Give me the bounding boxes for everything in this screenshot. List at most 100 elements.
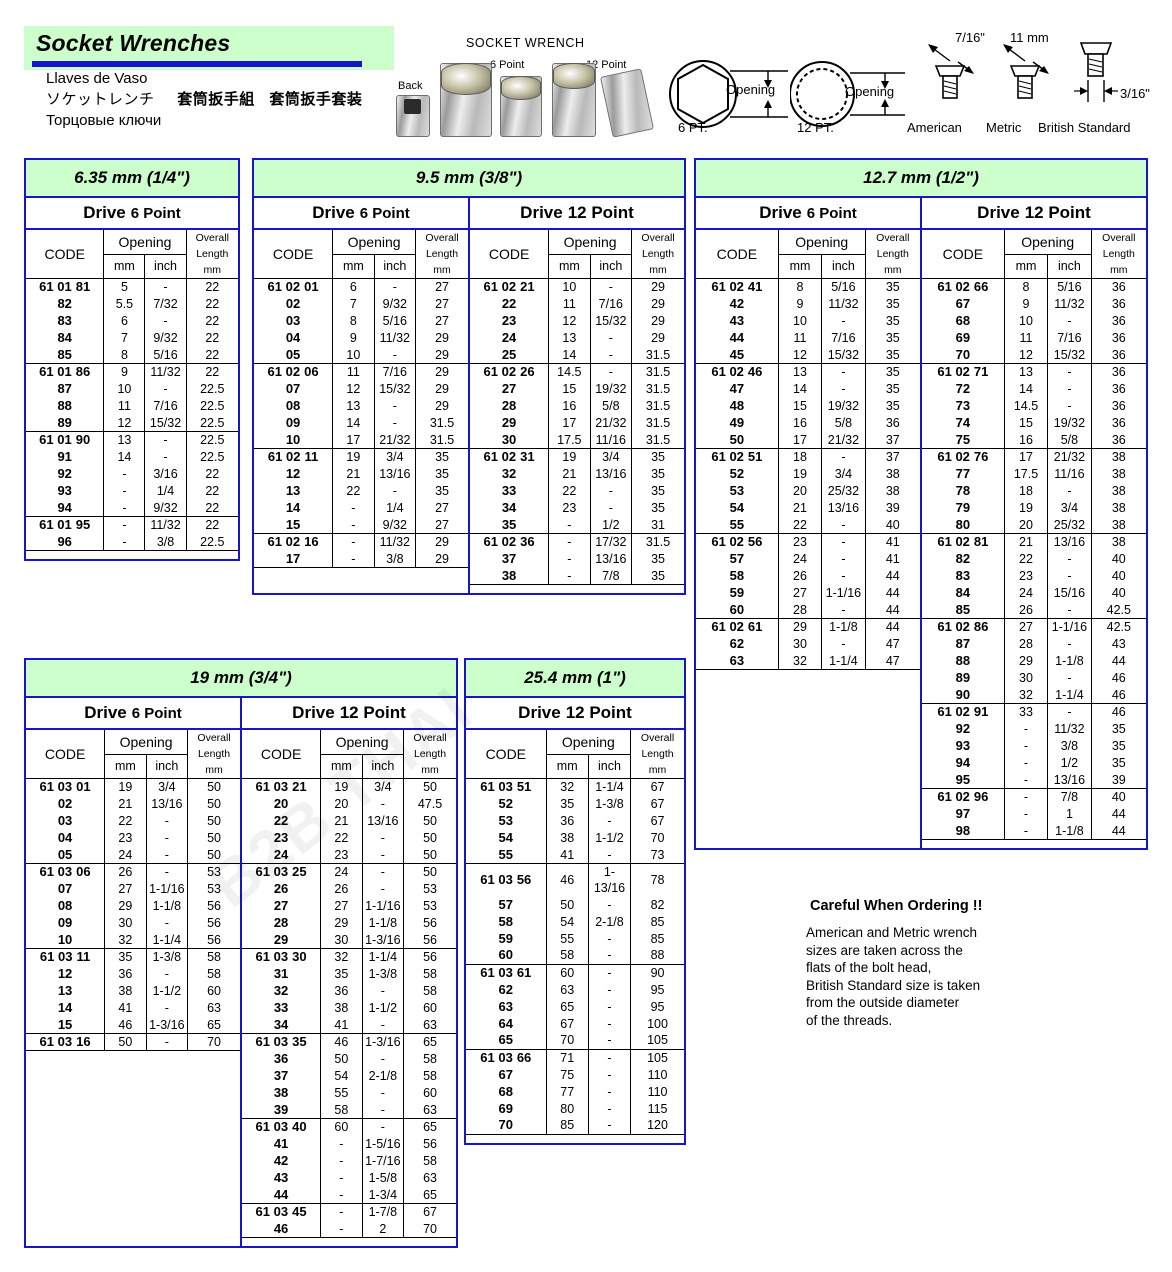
code-prefix: 61 02 xyxy=(267,449,301,465)
table-row: 69 11 7/16 36 xyxy=(922,329,1146,347)
ordering-note: Careful When Ordering !! American and Me… xyxy=(806,898,1136,1029)
code-suffix: 24 xyxy=(501,330,517,345)
cell-opening-mm: 29 xyxy=(104,897,147,915)
drive-column-12-point: Drive 12 Point CODE Opening Overall Length mm m… xyxy=(240,698,456,1246)
table-row: 61 03 01 19 3/4 50 xyxy=(26,778,240,796)
cell-opening-mm: 27 xyxy=(1003,618,1049,636)
cell-opening-inch: 5/16 xyxy=(1047,278,1092,296)
cell-opening-mm: 29 xyxy=(777,618,823,636)
cell-code: 57 xyxy=(696,550,779,568)
subtitle-spanish: Llaves de Vaso xyxy=(46,70,148,87)
cell-opening-mm: 30 xyxy=(1003,669,1049,687)
cell-overall-length: 22.5 xyxy=(185,431,238,449)
cell-opening-mm: 12 xyxy=(548,312,591,330)
cell-opening-inch: 19/32 xyxy=(1047,414,1092,432)
cell-opening-mm: - xyxy=(103,499,146,517)
cell-overall-length: 35 xyxy=(864,363,920,381)
cell-code: 61 02 86 xyxy=(922,618,1005,636)
british-size-label: 3/16" xyxy=(1120,86,1150,101)
cell-opening-inch: 5/8 xyxy=(1047,431,1092,449)
drive-heading: Drive 6 Point xyxy=(26,698,240,730)
cell-code: 10 xyxy=(26,931,106,949)
col-header-opening: Opening xyxy=(545,730,632,755)
cell-opening-mm: - xyxy=(332,516,375,534)
cell-code: 74 xyxy=(922,414,1005,432)
panel-title: 25.4 mm (1") xyxy=(466,660,684,698)
code-suffix: 80 xyxy=(955,516,971,532)
cell-opening-inch: 1-1/16 xyxy=(1047,618,1092,636)
col-header-mm: mm xyxy=(332,254,375,280)
cell-code: 08 xyxy=(26,897,106,915)
code-suffix: 11 xyxy=(304,449,319,465)
cell-overall-length: 46 xyxy=(1090,703,1146,721)
table-row: 87 28-43 xyxy=(922,635,1146,653)
code-suffix: 56 xyxy=(747,534,763,550)
cell-opening-mm: 9 xyxy=(103,363,146,381)
cell-opening-mm: 23 xyxy=(104,829,147,847)
table-row: 49 16 5/8 36 xyxy=(696,414,920,432)
cell-overall-length: 36 xyxy=(1090,397,1146,415)
code-suffix: 64 xyxy=(498,1015,514,1031)
socket-opening-6pt-small xyxy=(501,76,541,100)
table-row: 94 -1/2 35 xyxy=(922,754,1146,772)
cell-opening-inch: 1-3/16 xyxy=(361,931,405,949)
table-row: 61 02 46 13-35 xyxy=(696,363,920,381)
cell-overall-length: 31.5 xyxy=(631,346,684,364)
col-header-overall-length: Overall Length mm xyxy=(403,730,456,779)
ordering-note-title: Careful When Ordering !! xyxy=(810,898,983,914)
cell-overall-length: 35 xyxy=(631,465,684,483)
cell-code: 03 xyxy=(254,312,334,330)
cell-code: 92 xyxy=(922,720,1005,738)
cell-code: 34 xyxy=(242,1016,322,1034)
table-row: 62 63-95 xyxy=(466,981,684,998)
code-suffix: 53 xyxy=(498,813,514,828)
code-suffix: 98 xyxy=(955,822,971,838)
code-suffix: 87 xyxy=(57,381,72,396)
cell-opening-inch: - xyxy=(145,999,189,1017)
cell-overall-length: 35 xyxy=(631,482,684,500)
code-suffix: 45 xyxy=(292,1204,307,1220)
code-suffix: 36 xyxy=(520,534,535,550)
cell-opening-mm: 24 xyxy=(777,550,823,568)
cell-opening-mm: 21 xyxy=(320,812,363,830)
square-drive-hole xyxy=(404,99,421,114)
cell-code: 17 xyxy=(254,550,334,568)
cell-overall-length: 27 xyxy=(415,499,468,517)
cell-overall-length: 36 xyxy=(1090,363,1146,381)
cell-code: 27 xyxy=(470,380,550,398)
code-suffix: 37 xyxy=(273,1068,289,1083)
col-header-code: CODE xyxy=(254,230,334,279)
code-suffix: 90 xyxy=(75,432,91,448)
table-row: 61 02 81 21 13/16 38 xyxy=(922,533,1146,551)
table-row: 61 02 11 19 3/4 35 xyxy=(254,448,468,466)
table-row: 65 70-105 xyxy=(466,1032,684,1049)
code-suffix: 71 xyxy=(973,364,989,380)
code-suffix: 10 xyxy=(285,431,301,447)
cell-code: 75 xyxy=(922,431,1005,449)
cell-opening-mm: 80 xyxy=(545,1100,589,1117)
cell-code: 55 xyxy=(466,846,547,864)
cell-code: 87 xyxy=(922,635,1005,653)
cell-opening-inch: 13/16 xyxy=(145,795,189,813)
cell-overall-length: 31.5 xyxy=(631,397,684,415)
code-suffix: 73 xyxy=(955,398,971,413)
cell-code: 42 xyxy=(696,295,779,313)
code-prefix: 61 03 xyxy=(39,864,73,880)
code-prefix: 61 01 xyxy=(39,364,72,380)
cell-opening-inch: 1-1/8 xyxy=(145,897,189,915)
drive-point-count: 12 Point xyxy=(339,703,406,722)
cell-opening-mm: 71 xyxy=(545,1048,589,1066)
cell-opening-mm: - xyxy=(1003,805,1049,823)
code-suffix: 92 xyxy=(57,466,72,481)
cell-opening-mm: 33 xyxy=(1003,703,1049,721)
cell-opening-inch: 13/16 xyxy=(821,499,866,517)
table-row: 61 03 40 60-65 xyxy=(242,1118,456,1136)
cell-overall-length: 42.5 xyxy=(1090,618,1146,636)
code-suffix: 95 xyxy=(955,771,971,787)
table-row: 68 10-36 xyxy=(922,312,1146,330)
cell-overall-length: 50 xyxy=(187,846,240,864)
cell-code: 62 xyxy=(466,981,547,998)
table-row: 02 7 9/32 27 xyxy=(254,295,468,313)
cell-opening-mm: 29 xyxy=(320,914,363,932)
cell-opening-mm: 50 xyxy=(320,1050,363,1068)
